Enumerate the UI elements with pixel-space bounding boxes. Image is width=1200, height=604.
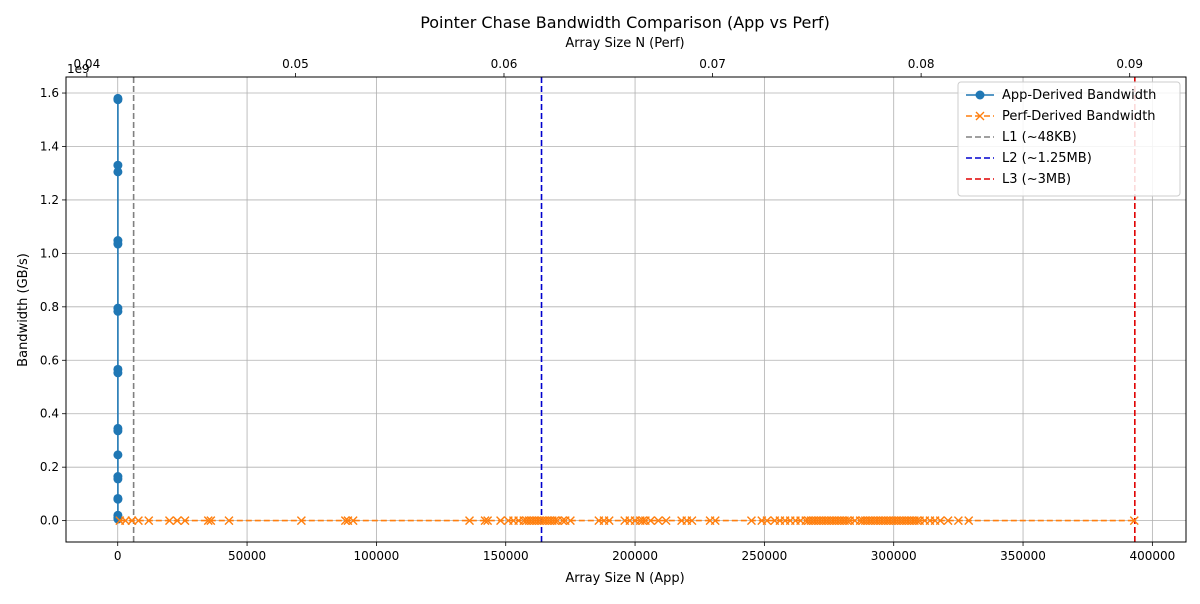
data-point: [661, 516, 671, 526]
legend-box: [957, 81, 1181, 197]
x2-tick-label: 0.08: [908, 57, 935, 71]
x-tick-label: 400000: [1129, 549, 1175, 563]
legend-label: Perf-Derived Bandwidth: [1002, 109, 1156, 124]
data-point: [483, 516, 493, 526]
data-point: [203, 516, 213, 526]
y-tick-label: 0.4: [40, 407, 59, 421]
data-point: [113, 167, 123, 177]
data-point: [113, 239, 123, 249]
x-tick-label: 350000: [1000, 549, 1046, 563]
data-point: [550, 516, 560, 526]
y-tick-label: 1.4: [40, 139, 59, 153]
data-point: [842, 516, 852, 526]
legend-label: L2 (~1.25MB): [1002, 151, 1092, 166]
data-point: [943, 516, 953, 526]
y-axis-label: Bandwidth (GB/s): [16, 253, 31, 367]
data-point: [180, 516, 190, 526]
legend-label: L3 (~3MB): [1002, 172, 1071, 187]
x2-tick-label: 0.06: [491, 57, 518, 71]
data-point: [964, 516, 974, 526]
data-point: [762, 516, 772, 526]
data-point: [113, 160, 123, 170]
data-point: [113, 494, 123, 504]
data-point: [710, 516, 720, 526]
series: [113, 93, 1139, 526]
data-point: [912, 516, 922, 526]
data-point: [224, 516, 234, 526]
data-point: [206, 516, 216, 526]
x-tick-label: 150000: [483, 549, 529, 563]
data-point: [340, 516, 350, 526]
data-point: [113, 306, 123, 316]
data-point: [935, 516, 945, 526]
x-tick-label: 200000: [612, 549, 658, 563]
x-tick-label: 250000: [741, 549, 787, 563]
legend-label: App-Derived Bandwidth: [1002, 88, 1156, 103]
data-point: [496, 516, 506, 526]
data-point: [646, 516, 656, 526]
legend-marker: [975, 90, 985, 100]
x-tick-label: 300000: [871, 549, 917, 563]
data-point: [746, 516, 756, 526]
data-point: [1129, 516, 1139, 526]
legend-label: L1 (~48KB): [1002, 130, 1077, 145]
data-point: [653, 516, 663, 526]
x-tick-label: 0: [114, 549, 122, 563]
data-point: [465, 516, 475, 526]
y-tick-label: 0.0: [40, 514, 59, 528]
y-offset-label: 1e9: [67, 62, 90, 76]
legend-marker: [975, 111, 985, 121]
plot-frame: [65, 76, 1187, 543]
data-point: [113, 426, 123, 436]
legend: App-Derived Bandwidth Perf-Derived Bandwi…: [957, 81, 1181, 197]
data-point: [296, 516, 306, 526]
ticks: 0 50000 100000 150000 200000 250000 300000 3500…: [40, 57, 1175, 563]
x2-tick-label: 0.04: [73, 57, 100, 71]
y-tick-label: 1.0: [40, 246, 59, 260]
data-point: [480, 516, 490, 526]
y-tick-label: 1.6: [40, 86, 59, 100]
data-point: [953, 516, 963, 526]
x2-tick-label: 0.05: [282, 57, 309, 71]
data-point: [164, 516, 174, 526]
data-point: [558, 516, 568, 526]
data-point: [113, 368, 123, 378]
chart-title: Pointer Chase Bandwidth Comparison (App …: [420, 13, 830, 32]
data-point: [127, 516, 137, 526]
data-point: [144, 516, 154, 526]
y-tick-label: 0.8: [40, 300, 59, 314]
x2-tick-label: 0.09: [1116, 57, 1143, 71]
x2-axis-label: Array Size N (Perf): [565, 36, 684, 51]
data-point: [113, 450, 123, 460]
data-point: [348, 516, 358, 526]
x-tick-label: 50000: [228, 549, 266, 563]
x-axis-label: Array Size N (App): [565, 571, 684, 586]
data-point: [638, 516, 648, 526]
data-point: [172, 516, 182, 526]
y-tick-label: 0.6: [40, 353, 59, 367]
data-point: [120, 516, 130, 526]
x-tick-label: 100000: [353, 549, 399, 563]
data-point: [113, 474, 123, 484]
data-point: [113, 95, 123, 105]
x2-tick-label: 0.07: [699, 57, 726, 71]
data-point: [565, 516, 575, 526]
data-point: [687, 516, 697, 526]
data-point: [133, 516, 143, 526]
data-point: [604, 516, 614, 526]
y-tick-label: 0.2: [40, 460, 59, 474]
y-tick-label: 1.2: [40, 193, 59, 207]
